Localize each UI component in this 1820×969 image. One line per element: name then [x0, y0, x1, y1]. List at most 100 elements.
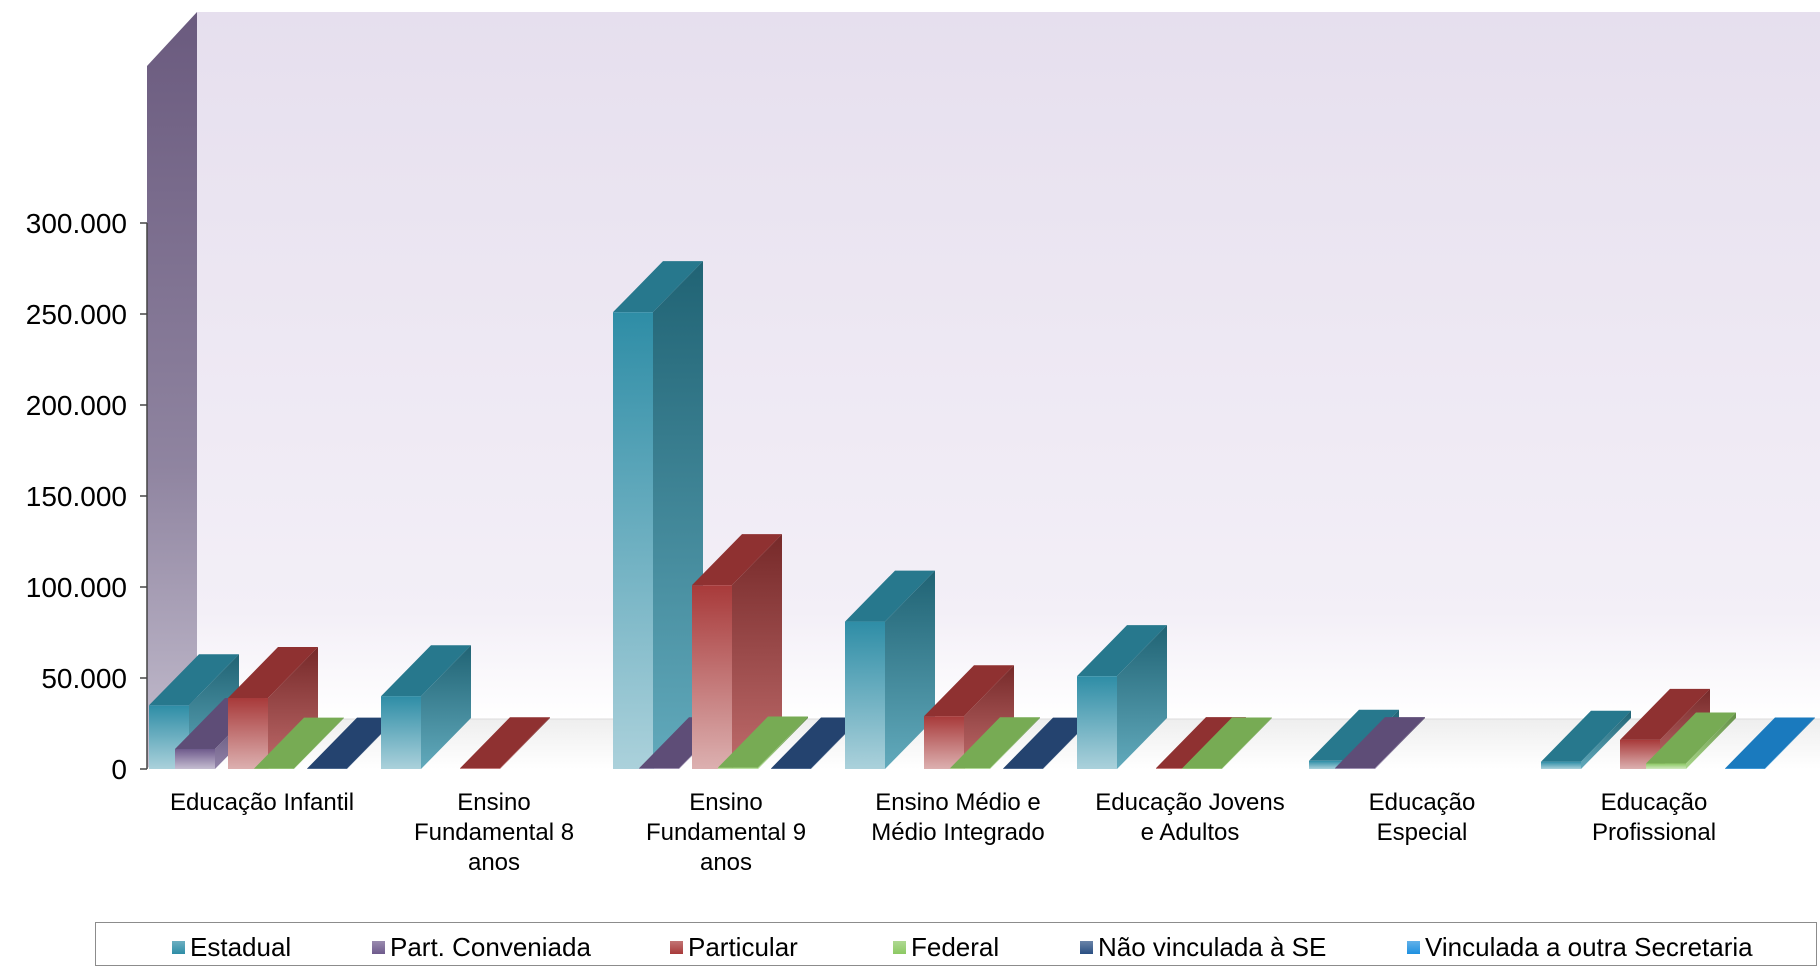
y-tick-label: 50.000: [41, 663, 127, 694]
bar-top: [1003, 717, 1093, 769]
bar-front: [924, 716, 964, 769]
x-category-label: Educação Infantil: [170, 789, 354, 816]
legend-swatch: [670, 941, 683, 954]
legend-swatch: [172, 941, 185, 954]
bar-front: [1182, 768, 1222, 769]
bar: [845, 570, 935, 769]
bar-side: [421, 645, 471, 769]
bar-front: [845, 621, 885, 769]
bar: [228, 647, 318, 769]
bar: [460, 717, 550, 769]
bar-top: [1541, 710, 1631, 762]
x-category-label: Educação Jovens e Adultos: [1095, 789, 1284, 846]
bar-front: [1646, 763, 1686, 769]
plot-walls: [147, 12, 1820, 769]
legend-swatch: [372, 941, 385, 954]
legend-label: Estadual: [190, 932, 292, 962]
y-tick-label: 0: [111, 754, 127, 785]
legend: Estadual Part. Conveniada Particular Federa…: [95, 922, 1817, 966]
bar-group: [1309, 709, 1425, 769]
bar-group: [845, 570, 1093, 769]
bar-front: [613, 312, 653, 769]
bar-top: [1077, 625, 1167, 677]
legend-item: Part. Conveniada: [372, 932, 591, 963]
bar-group: [149, 647, 397, 769]
back-wall: [197, 12, 1820, 719]
bar-front: [228, 698, 268, 769]
x-category-label: Educação Especial: [1369, 789, 1476, 846]
bar-front: [1725, 768, 1765, 769]
bar-top: [845, 570, 935, 622]
legend-item: Federal: [893, 932, 999, 963]
bar-group: [613, 261, 861, 769]
y-tick-label: 250.000: [26, 299, 127, 330]
legend-label: Federal: [911, 932, 1000, 962]
bar-front: [1156, 768, 1196, 769]
bar: [718, 716, 808, 769]
bar-side: [732, 534, 782, 769]
bar: [254, 717, 344, 769]
bar-group: [1541, 688, 1815, 769]
legend-swatch: [1080, 941, 1093, 954]
y-tick-label: 200.000: [26, 390, 127, 421]
bar-side: [1765, 717, 1815, 769]
bar-top: [950, 717, 1040, 769]
bar-front: [771, 768, 811, 769]
bar-front: [460, 768, 500, 769]
bar-front: [718, 767, 758, 769]
bar-top: [924, 665, 1014, 717]
bar-side: [268, 647, 318, 769]
bar: [1646, 712, 1736, 769]
bar-front: [639, 768, 679, 769]
bar-top: [254, 717, 344, 769]
bar: [1077, 625, 1167, 769]
bar-side: [1117, 625, 1167, 769]
bar-front: [175, 748, 215, 769]
x-category-label: Ensino Médio e Médio Integrado: [871, 789, 1044, 846]
bar-top: [149, 654, 239, 706]
legend-item: Estadual: [172, 932, 291, 963]
bar-side: [1581, 710, 1631, 769]
legend-swatch: [1407, 941, 1420, 954]
x-category-label: Ensino Fundamental 8 anos: [414, 789, 574, 876]
bar-side: [653, 261, 703, 769]
bar-group: [381, 645, 550, 769]
bar-front: [381, 696, 421, 769]
bar-side: [758, 716, 808, 769]
legend-item: Não vinculada à SE: [1080, 932, 1326, 963]
bar-side: [1222, 717, 1272, 769]
bar-top: [1725, 717, 1815, 769]
legend-label: Não vinculada à SE: [1098, 932, 1327, 962]
bar: [381, 645, 471, 769]
bar-front: [950, 768, 990, 769]
bar-top: [1646, 712, 1736, 764]
bar-top: [307, 717, 397, 769]
legend-swatch: [893, 941, 906, 954]
bar-side: [294, 717, 344, 769]
bar-top: [692, 534, 782, 586]
bar-side: [885, 570, 935, 769]
bar: [1541, 710, 1631, 769]
bar-side: [500, 717, 550, 769]
bar-front: [1541, 761, 1581, 769]
bar: [1725, 717, 1815, 769]
bar-top: [1182, 717, 1272, 769]
bar-top: [1335, 717, 1425, 769]
bar: [1335, 717, 1425, 769]
bar-top: [718, 716, 808, 768]
x-category-label: Educação Profissional: [1592, 789, 1716, 846]
bar-top: [613, 261, 703, 313]
y-tick-label: 150.000: [26, 481, 127, 512]
bar-front: [1309, 760, 1349, 769]
y-axis: 0 50.000 100.000 150.000 200.000 250.000 300.0…: [26, 208, 148, 785]
bar-top: [1309, 709, 1399, 761]
bar-front: [1077, 676, 1117, 769]
y-tick-label: 300.000: [26, 208, 127, 239]
legend-item: Vinculada a outra Secretaria: [1407, 932, 1753, 963]
bars-layer: [149, 261, 1815, 769]
legend-label: Particular: [688, 932, 798, 962]
bar: [950, 717, 1040, 769]
bar-top: [381, 645, 471, 697]
bar-top: [228, 647, 318, 699]
